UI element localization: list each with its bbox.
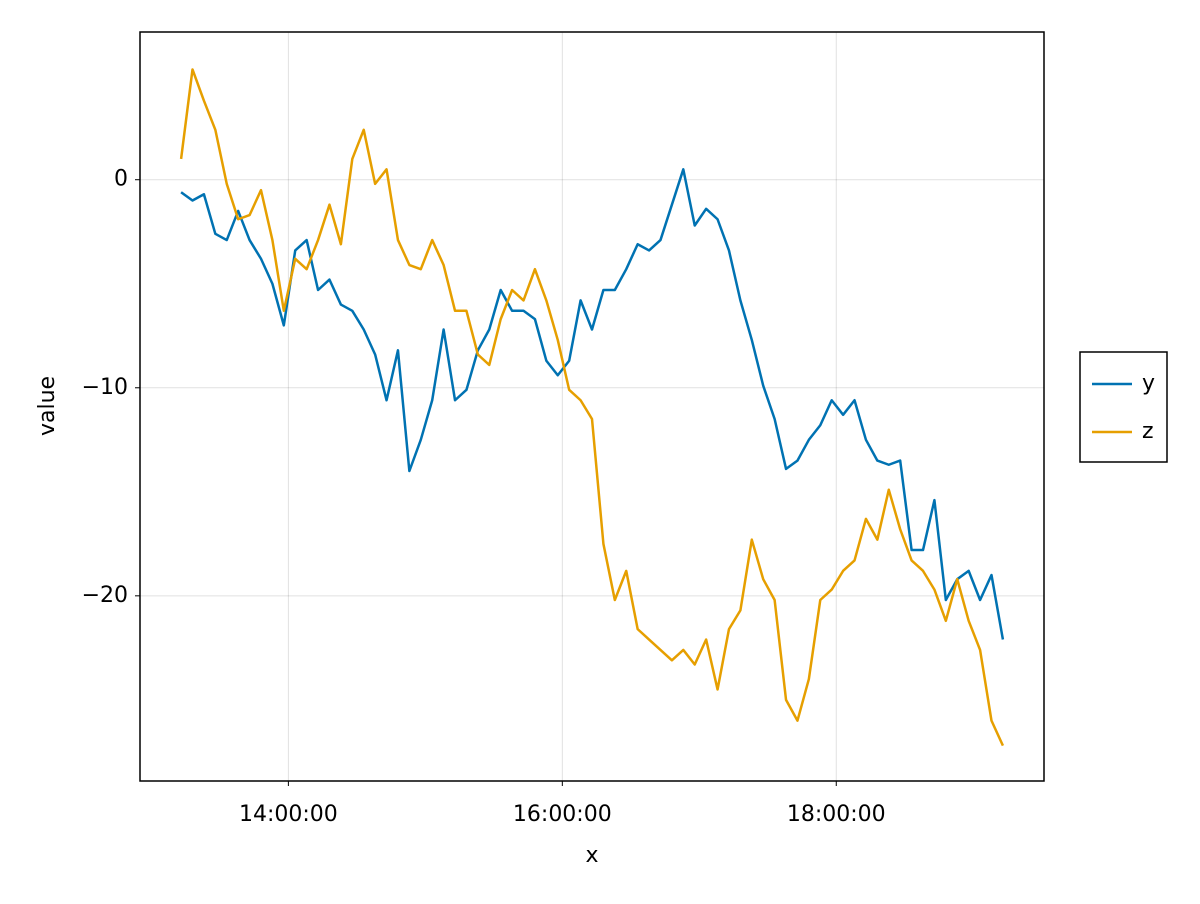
y-tick-label: −20 bbox=[82, 583, 128, 608]
line-series bbox=[179, 68, 1005, 747]
line-series bbox=[180, 168, 1005, 640]
legend-label: z bbox=[1142, 419, 1154, 444]
x-tick-label: 18:00:00 bbox=[787, 802, 886, 827]
x-tick-label: 16:00:00 bbox=[513, 802, 612, 827]
y-tick-label: 0 bbox=[114, 167, 128, 192]
x-axis-label: x bbox=[585, 843, 598, 868]
y-axis-label: value bbox=[35, 376, 60, 436]
y-tick-label: −10 bbox=[82, 375, 128, 400]
legend-box bbox=[1079, 351, 1168, 463]
plot-frame bbox=[139, 31, 1045, 782]
legend-label: y bbox=[1142, 371, 1155, 396]
x-tick-label: 14:00:00 bbox=[239, 802, 338, 827]
